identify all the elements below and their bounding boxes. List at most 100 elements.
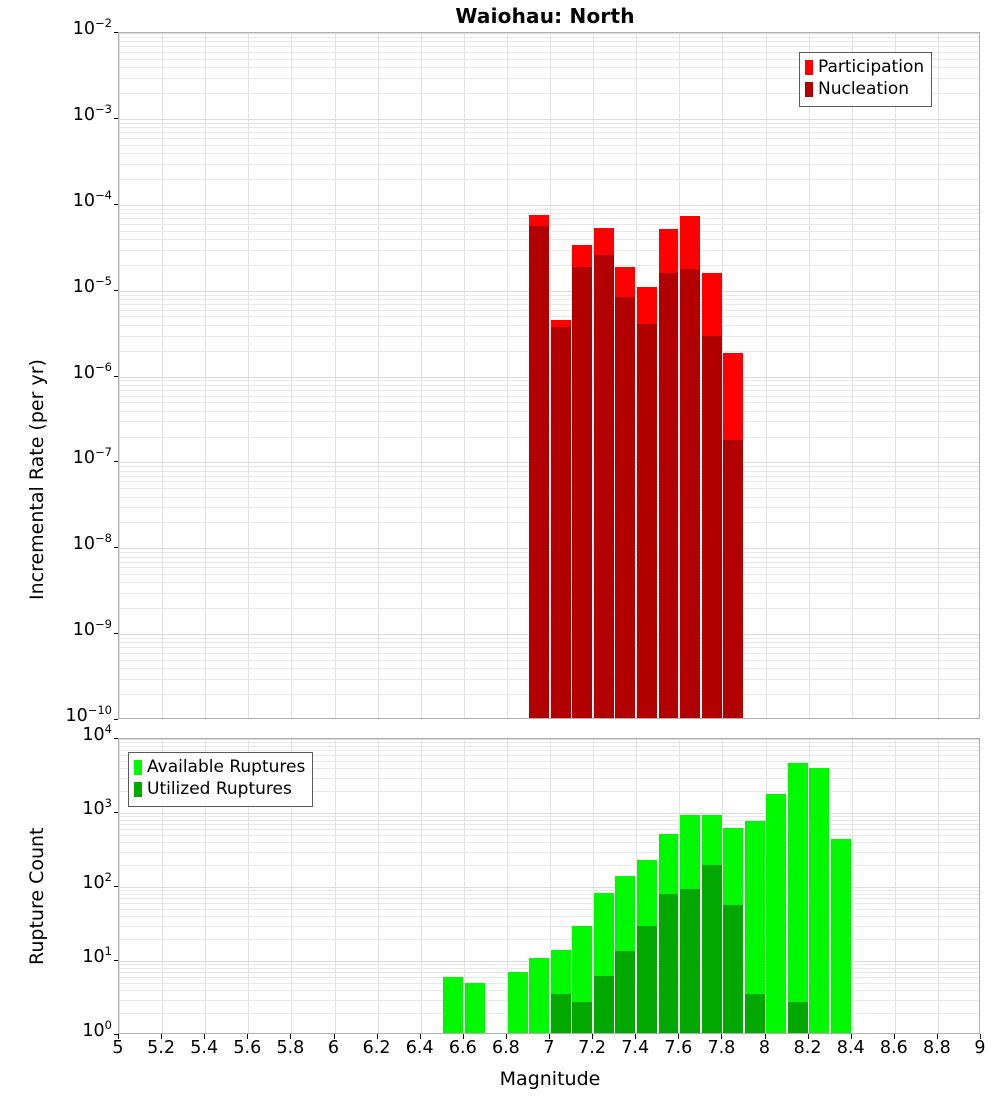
y-tick-label: 10−2 [72, 16, 112, 39]
square-swatch-icon [805, 82, 813, 98]
gridline-vertical [851, 33, 853, 718]
bar-available-ruptures [830, 839, 851, 1033]
y-tick-label: 100 [82, 1018, 112, 1041]
x-tick-mark [204, 1034, 206, 1039]
x-tick-label: 8.4 [836, 1038, 865, 1058]
top-panel-y-tick-labels: 10−2 10−3 10−4 10−5 10−6 10−7 10−8 10−9 10−10 [0, 0, 118, 740]
gridline-vertical [636, 739, 638, 1033]
legend-label-participation: Participation [818, 57, 925, 77]
square-swatch-icon [134, 782, 142, 798]
y-tick-label: 10−10 [65, 703, 112, 726]
y-tick-label: 10−4 [72, 187, 112, 211]
gridline-vertical [808, 33, 810, 718]
gridline-horizontal [119, 739, 979, 740]
gridline-horizontal [119, 835, 979, 837]
x-tick-label: 6.4 [405, 1038, 434, 1058]
bar-utilized-ruptures [723, 904, 744, 1033]
gridline-horizontal [119, 864, 979, 866]
rupture-count-plot-area [118, 738, 980, 1034]
bar-available-ruptures [529, 957, 550, 1033]
top-panel-legend: Participation Nucleation [799, 52, 933, 107]
y-tick-mark [114, 1034, 118, 1035]
x-tick-mark [247, 1034, 249, 1039]
bar-nucleation [529, 226, 550, 718]
gridline-horizontal [119, 768, 979, 770]
legend-item-nucleation: Nucleation [805, 79, 924, 101]
gridline-horizontal [119, 46, 979, 48]
x-tick-label: 8.2 [793, 1038, 822, 1058]
y-tick-mark [114, 547, 118, 549]
gridline-vertical [205, 739, 207, 1033]
y-tick-mark [114, 375, 118, 377]
bar-nucleation [550, 326, 571, 718]
x-tick-mark [850, 1034, 852, 1039]
x-tick-label: 7.4 [621, 1038, 650, 1058]
y-tick-mark [114, 32, 118, 33]
gridline-horizontal [119, 77, 979, 79]
y-tick-mark [114, 738, 118, 739]
gridline-horizontal [119, 890, 979, 892]
y-tick-label: 103 [82, 796, 112, 819]
bar-utilized-ruptures [550, 993, 571, 1033]
bar-nucleation [637, 323, 657, 718]
bottom-panel-y-tick-labels: 104 103 102 101 100 [0, 0, 118, 1050]
y-tick-label: 102 [82, 870, 112, 893]
square-swatch-icon [134, 760, 142, 776]
gridline-vertical [463, 33, 465, 718]
x-tick-mark [893, 1034, 895, 1039]
gridline-vertical [420, 33, 422, 718]
gridline-vertical [894, 739, 896, 1033]
x-tick-mark [376, 1034, 378, 1039]
legend-item-utilized-ruptures: Utilized Ruptures [134, 779, 305, 801]
x-tick-label: 9 [974, 1038, 986, 1058]
gridline-horizontal [119, 894, 979, 896]
y-tick-label: 104 [82, 722, 112, 745]
x-tick-mark [592, 1034, 594, 1039]
y-tick-label: 10−6 [72, 359, 112, 383]
y-tick-mark [114, 960, 118, 961]
x-tick-label: 5 [112, 1038, 124, 1058]
bar-utilized-ruptures [680, 888, 701, 1033]
y-tick-mark [114, 461, 118, 463]
y-tick-mark [114, 719, 118, 720]
x-tick-label: 7.8 [707, 1038, 736, 1058]
gridline-vertical [550, 33, 551, 718]
x-tick-label: 6.8 [491, 1038, 520, 1058]
x-tick-mark [807, 1034, 809, 1039]
gridline-vertical [937, 739, 939, 1033]
bar-available-ruptures [766, 794, 787, 1033]
gridline-horizontal [119, 777, 979, 779]
x-tick-mark [764, 1034, 766, 1039]
gridline-horizontal [119, 903, 979, 905]
legend-item-available-ruptures: Available Ruptures [134, 757, 305, 779]
gridline-horizontal [119, 33, 979, 34]
x-tick-mark [635, 1034, 637, 1039]
bar-nucleation [658, 273, 679, 718]
x-tick-label: 7.6 [664, 1038, 693, 1058]
x-tick-mark [290, 1034, 292, 1039]
x-tick-mark [549, 1034, 550, 1039]
incremental-rate-plot-area [118, 32, 980, 719]
gridline-vertical [851, 739, 853, 1033]
gridline-horizontal [119, 58, 979, 60]
bar-utilized-ruptures [637, 925, 657, 1033]
x-tick-label: 5.6 [233, 1038, 262, 1058]
x-tick-mark [333, 1034, 335, 1039]
gridline-horizontal [119, 137, 979, 139]
x-tick-label: 8 [758, 1038, 771, 1058]
bar-utilized-ruptures [766, 1033, 786, 1034]
x-tick-label: 5.8 [276, 1038, 305, 1058]
gridline-horizontal [119, 36, 979, 38]
gridline-horizontal [119, 178, 979, 180]
y-tick-label: 10−7 [72, 445, 112, 469]
gridline-horizontal [119, 909, 979, 911]
gridline-horizontal [119, 916, 979, 918]
gridline-horizontal [119, 746, 979, 748]
y-tick-mark [114, 289, 118, 291]
y-tick-mark [114, 117, 118, 119]
x-tick-label: 7.2 [578, 1038, 607, 1058]
gridline-vertical [808, 739, 810, 1033]
bar-available-ruptures [744, 820, 765, 1033]
x-tick-label: 8.6 [879, 1038, 908, 1058]
gridline-vertical [636, 33, 638, 718]
